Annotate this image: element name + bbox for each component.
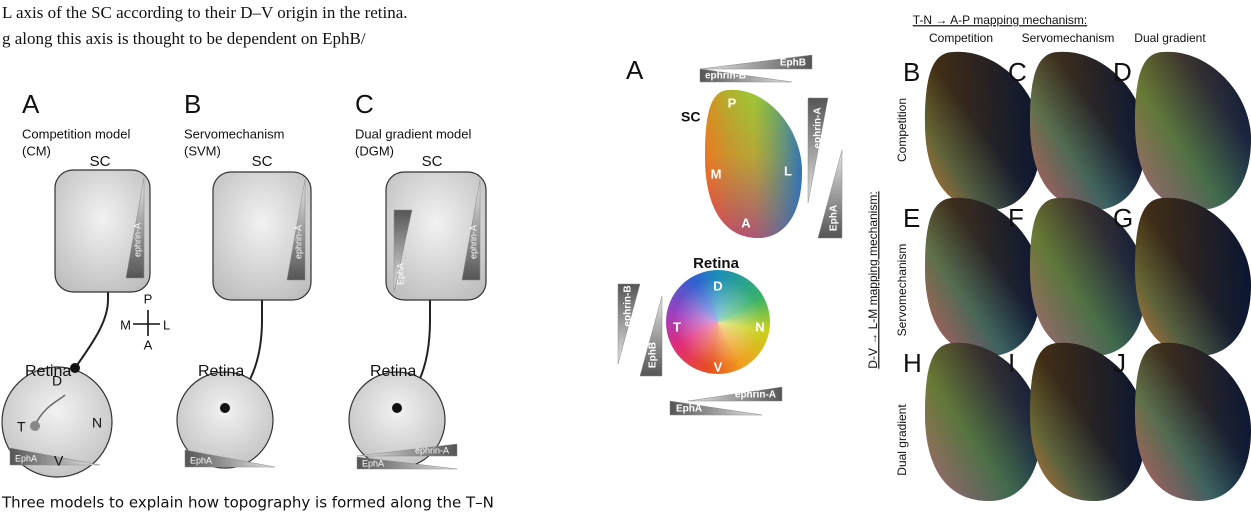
sc-axis-label: L <box>784 163 792 178</box>
panel-letter: C <box>1008 57 1027 87</box>
gradient-label: EphB <box>648 342 659 368</box>
sc-label: SC <box>681 109 700 125</box>
sc-axis-label: A <box>741 215 751 230</box>
column-label: Competition <box>929 31 993 45</box>
panel-letter: B <box>903 57 920 87</box>
simulation-map-overlay <box>1135 343 1251 501</box>
row-label: Servomechanism <box>895 244 909 337</box>
column-heading: T-N → A-P mapping mechanism: <box>913 13 1088 27</box>
simulation-map-overlay <box>1030 343 1146 501</box>
row-label: Competition <box>895 98 909 162</box>
panel-letter: E <box>903 203 920 233</box>
gradient-label: EphA <box>829 205 840 231</box>
simulation-map-overlay <box>1135 52 1251 210</box>
panel-letter: G <box>1113 203 1133 233</box>
sc-axis-label: M <box>711 166 722 181</box>
gradient-label: ephrin-A <box>735 390 776 401</box>
retina-axis-label: D <box>713 278 722 293</box>
panel-letter: I <box>1008 348 1015 378</box>
simulation-map-overlay <box>925 343 1041 501</box>
row-label: Dual gradient <box>895 404 909 476</box>
row-heading: D-V → L-M mapping mechanism: <box>866 191 880 368</box>
panel-letter: F <box>1008 203 1024 233</box>
retina-axis-label: N <box>755 319 764 334</box>
gradient-label: ephrin-A <box>813 107 824 148</box>
gradient-label: ephrin-B <box>623 285 634 326</box>
overlay: A EphB ephrin-B SC P M L Aephrin-A EphA Retina D T N… <box>0 0 1251 515</box>
panel-letter: J <box>1113 348 1126 378</box>
panel-letter: A <box>626 55 644 85</box>
retina-label: Retina <box>693 255 740 272</box>
column-label: Servomechanism <box>1022 31 1115 45</box>
gradient-label: EphB <box>780 58 806 69</box>
column-label: Dual gradient <box>1134 31 1206 45</box>
gradient-label: EphA <box>676 404 702 415</box>
panel-letter: H <box>903 348 922 378</box>
gradient-label: ephrin-B <box>705 71 746 82</box>
panel-letter: D <box>1113 57 1132 87</box>
retina-axis-label: T <box>673 319 681 334</box>
page: { "text_fragment": { "line_1": "L axis o… <box>0 0 1251 515</box>
retina-axis-label: V <box>714 359 723 374</box>
simulation-map-overlay <box>1135 198 1251 356</box>
sc-axis-label: P <box>728 95 737 110</box>
